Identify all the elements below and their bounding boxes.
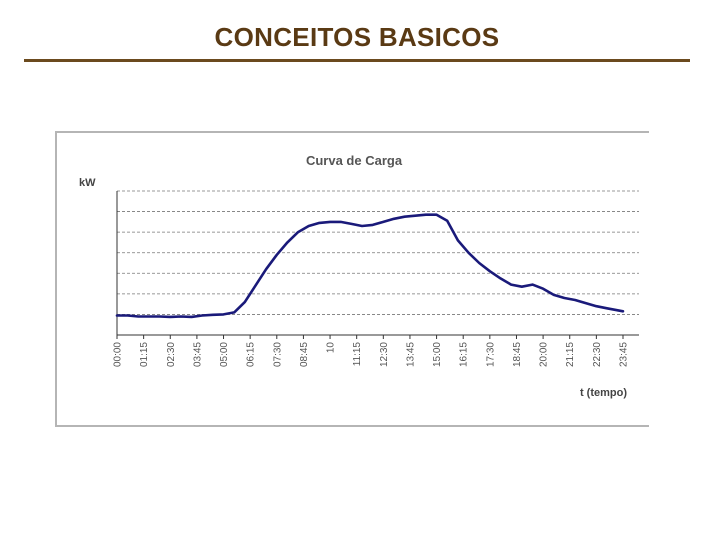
load-curve-line [115, 213, 625, 319]
x-tick-label: 17:30 [485, 342, 496, 367]
x-tick-label: 23:45 [619, 342, 630, 367]
load-curve-chart: Curva de Carga kW t (tempo) 00:00 01:15 02… [79, 153, 639, 399]
y-axis-label: kW [79, 177, 96, 189]
x-tick-label: 13:45 [405, 342, 416, 367]
slide-title: CONCEITOS BASICOS [214, 22, 500, 52]
x-tick-label: 06:15 [246, 342, 257, 367]
x-tick-label: 10 [326, 342, 337, 354]
series-layer [115, 213, 625, 319]
x-tick-label: 03:45 [192, 342, 203, 367]
x-tick-label: 22:30 [592, 342, 603, 367]
title-divider [24, 59, 690, 62]
grid-lines [117, 190, 639, 315]
x-tick-label: 21:15 [565, 342, 576, 367]
x-tick-label: 01:15 [139, 342, 150, 367]
x-tick-label: 16:15 [459, 342, 470, 367]
x-tick-label: 05:00 [219, 342, 230, 367]
axes [116, 191, 639, 336]
chart-title: Curva de Carga [306, 153, 403, 168]
x-tick-label: 12:30 [379, 342, 390, 367]
x-tick-label: 18:45 [512, 342, 523, 367]
x-tick-labels: 00:00 01:15 02:30 03:45 05:00 06:15 07:30 08:45… [113, 335, 630, 367]
x-tick-label: 07:30 [272, 342, 283, 367]
x-axis-label: t (tempo) [580, 387, 627, 399]
x-tick-label: 11:15 [352, 342, 363, 367]
x-tick-label: 20:00 [539, 342, 550, 367]
x-tick-label: 02:30 [166, 342, 177, 367]
x-tick-label: 08:45 [299, 342, 310, 367]
x-tick-label: 00:00 [113, 342, 124, 367]
x-tick-label: 15:00 [432, 342, 443, 367]
chart-container: Curva de Carga kW t (tempo) 00:00 01:15 02… [55, 131, 649, 427]
